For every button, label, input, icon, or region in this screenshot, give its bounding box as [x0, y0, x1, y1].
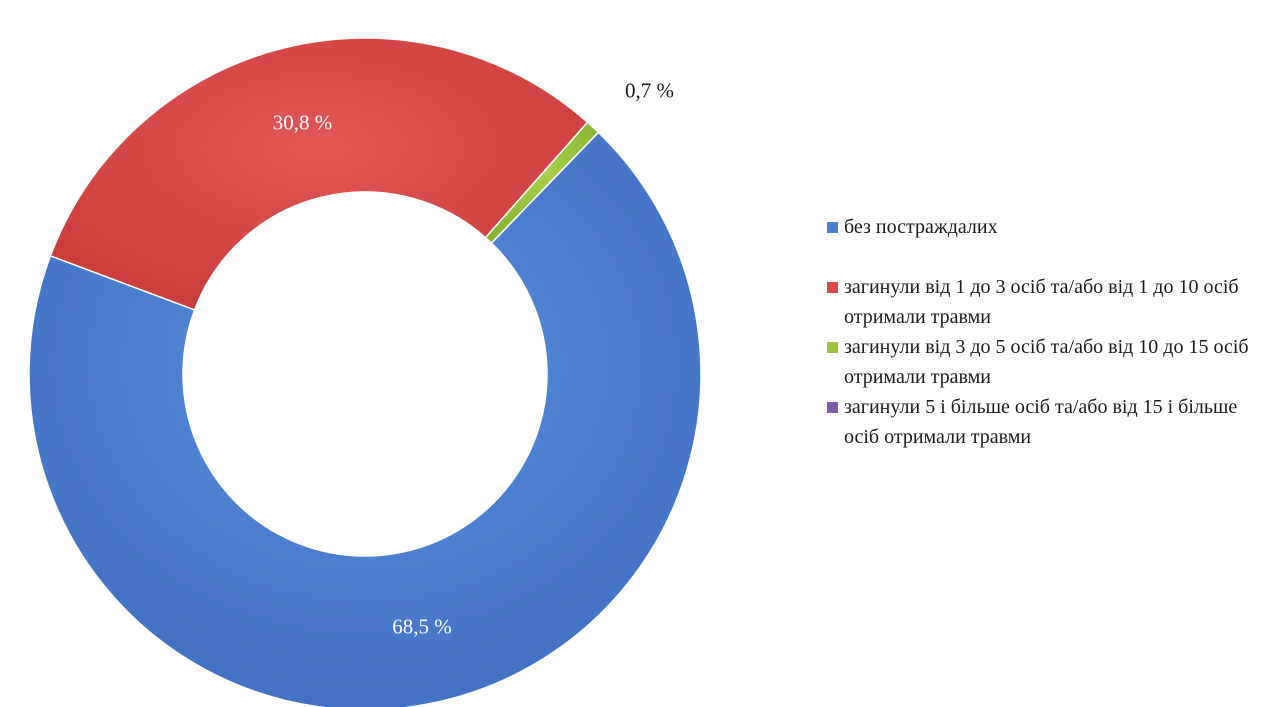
legend-item-3-5-dead: загинули від 3 до 5 осіб та/або від 10 д… — [826, 332, 1256, 392]
doughnut-slices — [28, 37, 702, 707]
slice-1-3-dead — [49, 37, 589, 311]
legend-swatch-green-icon — [827, 342, 838, 353]
chart-legend: без постраждалих загинули від 1 до 3 осі… — [826, 212, 1256, 452]
legend-label: загинули 5 і більше осіб та/або від 15 і… — [844, 396, 1238, 448]
legend-swatch-red-icon — [827, 282, 838, 293]
data-labels: 68,5 % 30,8 % 0,7 % — [273, 78, 674, 638]
legend-item-1-3-dead: загинули від 1 до 3 осіб та/або від 1 до… — [826, 272, 1256, 332]
legend-label: без постраждалих — [844, 216, 998, 238]
legend-label: загинули від 3 до 5 осіб та/або від 10 д… — [844, 336, 1249, 388]
legend-swatch-blue-icon — [827, 222, 838, 233]
legend-item-no-victims: без постраждалих — [826, 212, 1256, 242]
data-label-no-victims: 68,5 % — [392, 615, 452, 639]
legend-item-5-plus-dead: загинули 5 і більше осіб та/або від 15 і… — [826, 392, 1256, 452]
legend-swatch-purple-icon — [827, 402, 838, 413]
data-label-1-3-dead: 30,8 % — [273, 111, 333, 135]
slice-3-5-dead — [484, 121, 600, 245]
legend-label: загинули від 1 до 3 осіб та/або від 1 до… — [844, 276, 1239, 328]
slice-no-victims — [28, 131, 702, 707]
data-label-3-5-dead: 0,7 % — [625, 78, 674, 102]
